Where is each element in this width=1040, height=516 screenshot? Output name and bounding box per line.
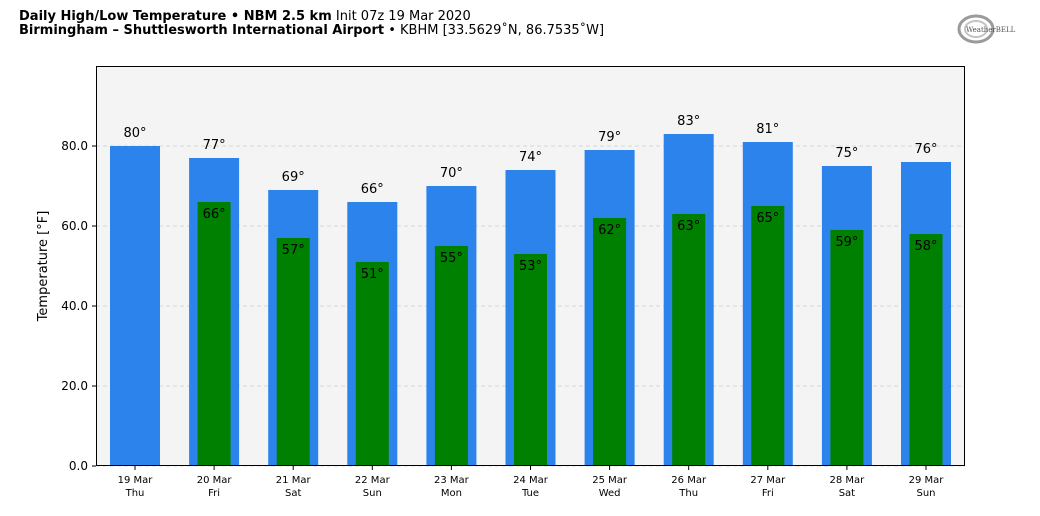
init-time: Init 07z 19 Mar 2020 [335,9,471,24]
x-tick-label-day: Fri [208,488,220,499]
low-temp-label: 58° [914,239,937,254]
y-tick-label: 60.0 [61,219,88,233]
low-temp-bar [909,234,943,466]
y-axis-label: Temperature [°F] [36,211,51,323]
x-tick-label-day: Sun [916,488,935,499]
y-tick-label: 40.0 [61,299,88,313]
x-tick-label-day: Thu [678,488,698,499]
low-temp-bar [434,246,468,466]
high-temp-label: 79° [598,130,621,145]
x-tick-label-day: Tue [521,488,539,499]
x-tick-label-day: Sun [363,488,382,499]
high-temp-label: 74° [519,150,542,165]
x-tick-label-date: 20 Mar [197,475,233,486]
chart-header-line-1: Daily High/Low Temperature • NBM 2.5 km … [19,9,471,24]
y-tick-label: 80.0 [61,139,88,153]
y-tick-label: 20.0 [61,379,88,393]
high-temp-label: 77° [203,138,226,153]
x-tick-label-day: Wed [599,488,621,499]
high-temp-label: 66° [361,182,384,197]
low-temp-label: 63° [677,219,700,234]
y-axis: 0.0 20.0 40.0 60.0 80.0 [61,139,96,473]
low-temp-bar [672,214,706,466]
x-tick-label-date: 29 Mar [909,475,945,486]
low-temp-bar [830,230,864,466]
high-temp-label: 81° [756,122,779,137]
high-temp-label: 69° [282,170,305,185]
station-info: • KBHM [33.5629˚N, 86.7535˚W] [388,23,605,38]
x-tick-label-date: 22 Mar [355,475,391,486]
x-tick-label-day: Fri [762,488,774,499]
x-tick-label-date: 27 Mar [750,475,786,486]
low-temp-label: 53° [519,259,542,274]
x-axis: 19 Mar Thu 20 Mar Fri 21 Mar Sat 22 Mar Sun 23 M… [118,466,945,499]
logo-text: WeatherBELL [966,26,1016,34]
high-temp-label: 70° [440,166,463,181]
low-temp-label: 59° [835,235,858,250]
low-temp-label: 66° [203,207,226,222]
high-temp-bar [110,146,160,466]
high-temp-label: 76° [914,142,937,157]
high-temp-label: 83° [677,114,700,129]
low-temp-bar [514,254,547,466]
bars [110,134,951,466]
low-temp-label: 57° [282,243,305,258]
low-temp-bar [197,202,231,466]
x-tick-label-day: Mon [441,488,462,499]
data-labels: 80° 77° 66° 69° 57° 66° 51° 70° 55° 74° 53° 79° 62° 8… [123,114,937,282]
high-temp-label: 80° [123,126,146,141]
low-temp-label: 65° [756,211,779,226]
low-temp-label: 55° [440,251,463,266]
x-tick-label-date: 25 Mar [592,475,628,486]
x-tick-label-day: Sat [285,488,301,499]
x-tick-label-date: 24 Mar [513,475,549,486]
plot-frame [96,66,965,466]
location-name: Birmingham – Shuttlesworth International… [19,23,385,38]
x-tick-label-date: 19 Mar [118,475,154,486]
x-tick-label-date: 26 Mar [671,475,707,486]
low-temp-label: 51° [361,267,384,282]
x-tick-label-day: Thu [125,488,145,499]
x-tick-label-date: 28 Mar [830,475,866,486]
low-temp-bar [276,238,310,466]
y-tick-label: 0.0 [69,459,88,473]
chart-title: Daily High/Low Temperature • NBM 2.5 km [19,9,332,24]
low-temp-bar [355,262,389,466]
weatherbell-logo: WeatherBELL [956,12,1018,46]
low-temp-label: 62° [598,223,621,238]
x-tick-label-date: 21 Mar [276,475,312,486]
x-tick-label-date: 23 Mar [434,475,470,486]
low-temp-bar [751,206,785,466]
high-temp-label: 75° [835,146,858,161]
x-tick-label-day: Sat [839,488,855,499]
low-temp-bar [593,218,627,466]
chart-header-line-2: Birmingham – Shuttlesworth International… [19,23,604,38]
